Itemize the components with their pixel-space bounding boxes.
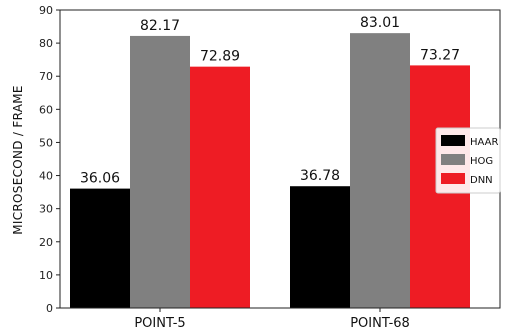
bar-haar-point-5 [70, 188, 130, 308]
x-tick-label: POINT-68 [350, 316, 410, 331]
y-tick-label: 10 [39, 269, 53, 282]
data-label-haar-point-68: 36.78 [300, 168, 340, 184]
data-label-dnn-point-5: 72.89 [200, 49, 240, 65]
bars-layer [70, 33, 470, 309]
data-label-dnn-point-68: 73.27 [420, 47, 460, 63]
y-tick-label: 30 [39, 203, 53, 216]
y-tick-label: 80 [39, 37, 53, 50]
bar-hog-point-68 [350, 33, 410, 309]
y-tick-label: 90 [39, 4, 53, 17]
data-label-hog-point-5: 82.17 [140, 18, 180, 34]
legend-label-haar: HAAR [470, 137, 498, 148]
data-labels-layer: 36.06 82.17 72.89 36.78 83.01 73.27 [80, 15, 460, 186]
legend-swatch-hog [441, 154, 465, 165]
bar-haar-point-68 [290, 186, 350, 308]
legend: HAAR HOG DNN [435, 127, 501, 194]
y-tick-label: 60 [39, 103, 53, 116]
data-label-hog-point-68: 83.01 [360, 15, 400, 31]
legend-swatch-haar [441, 135, 465, 146]
bar-hog-point-5 [130, 35, 190, 309]
y-tick-label: 50 [39, 136, 53, 149]
legend-label-dnn: DNN [470, 175, 493, 186]
y-tick-label: 0 [46, 302, 53, 315]
bar-dnn-point-5 [190, 66, 250, 309]
y-axis-title: MICROSECOND / FRAME [11, 85, 25, 235]
y-tick-label: 40 [39, 170, 53, 183]
x-tick-label: POINT-5 [134, 316, 185, 331]
data-label-haar-point-5: 36.06 [80, 171, 120, 187]
legend-swatch-dnn [441, 173, 465, 184]
y-tick-label: 20 [39, 236, 53, 249]
legend-label-hog: HOG [470, 156, 493, 167]
y-tick-label: 70 [39, 70, 53, 83]
